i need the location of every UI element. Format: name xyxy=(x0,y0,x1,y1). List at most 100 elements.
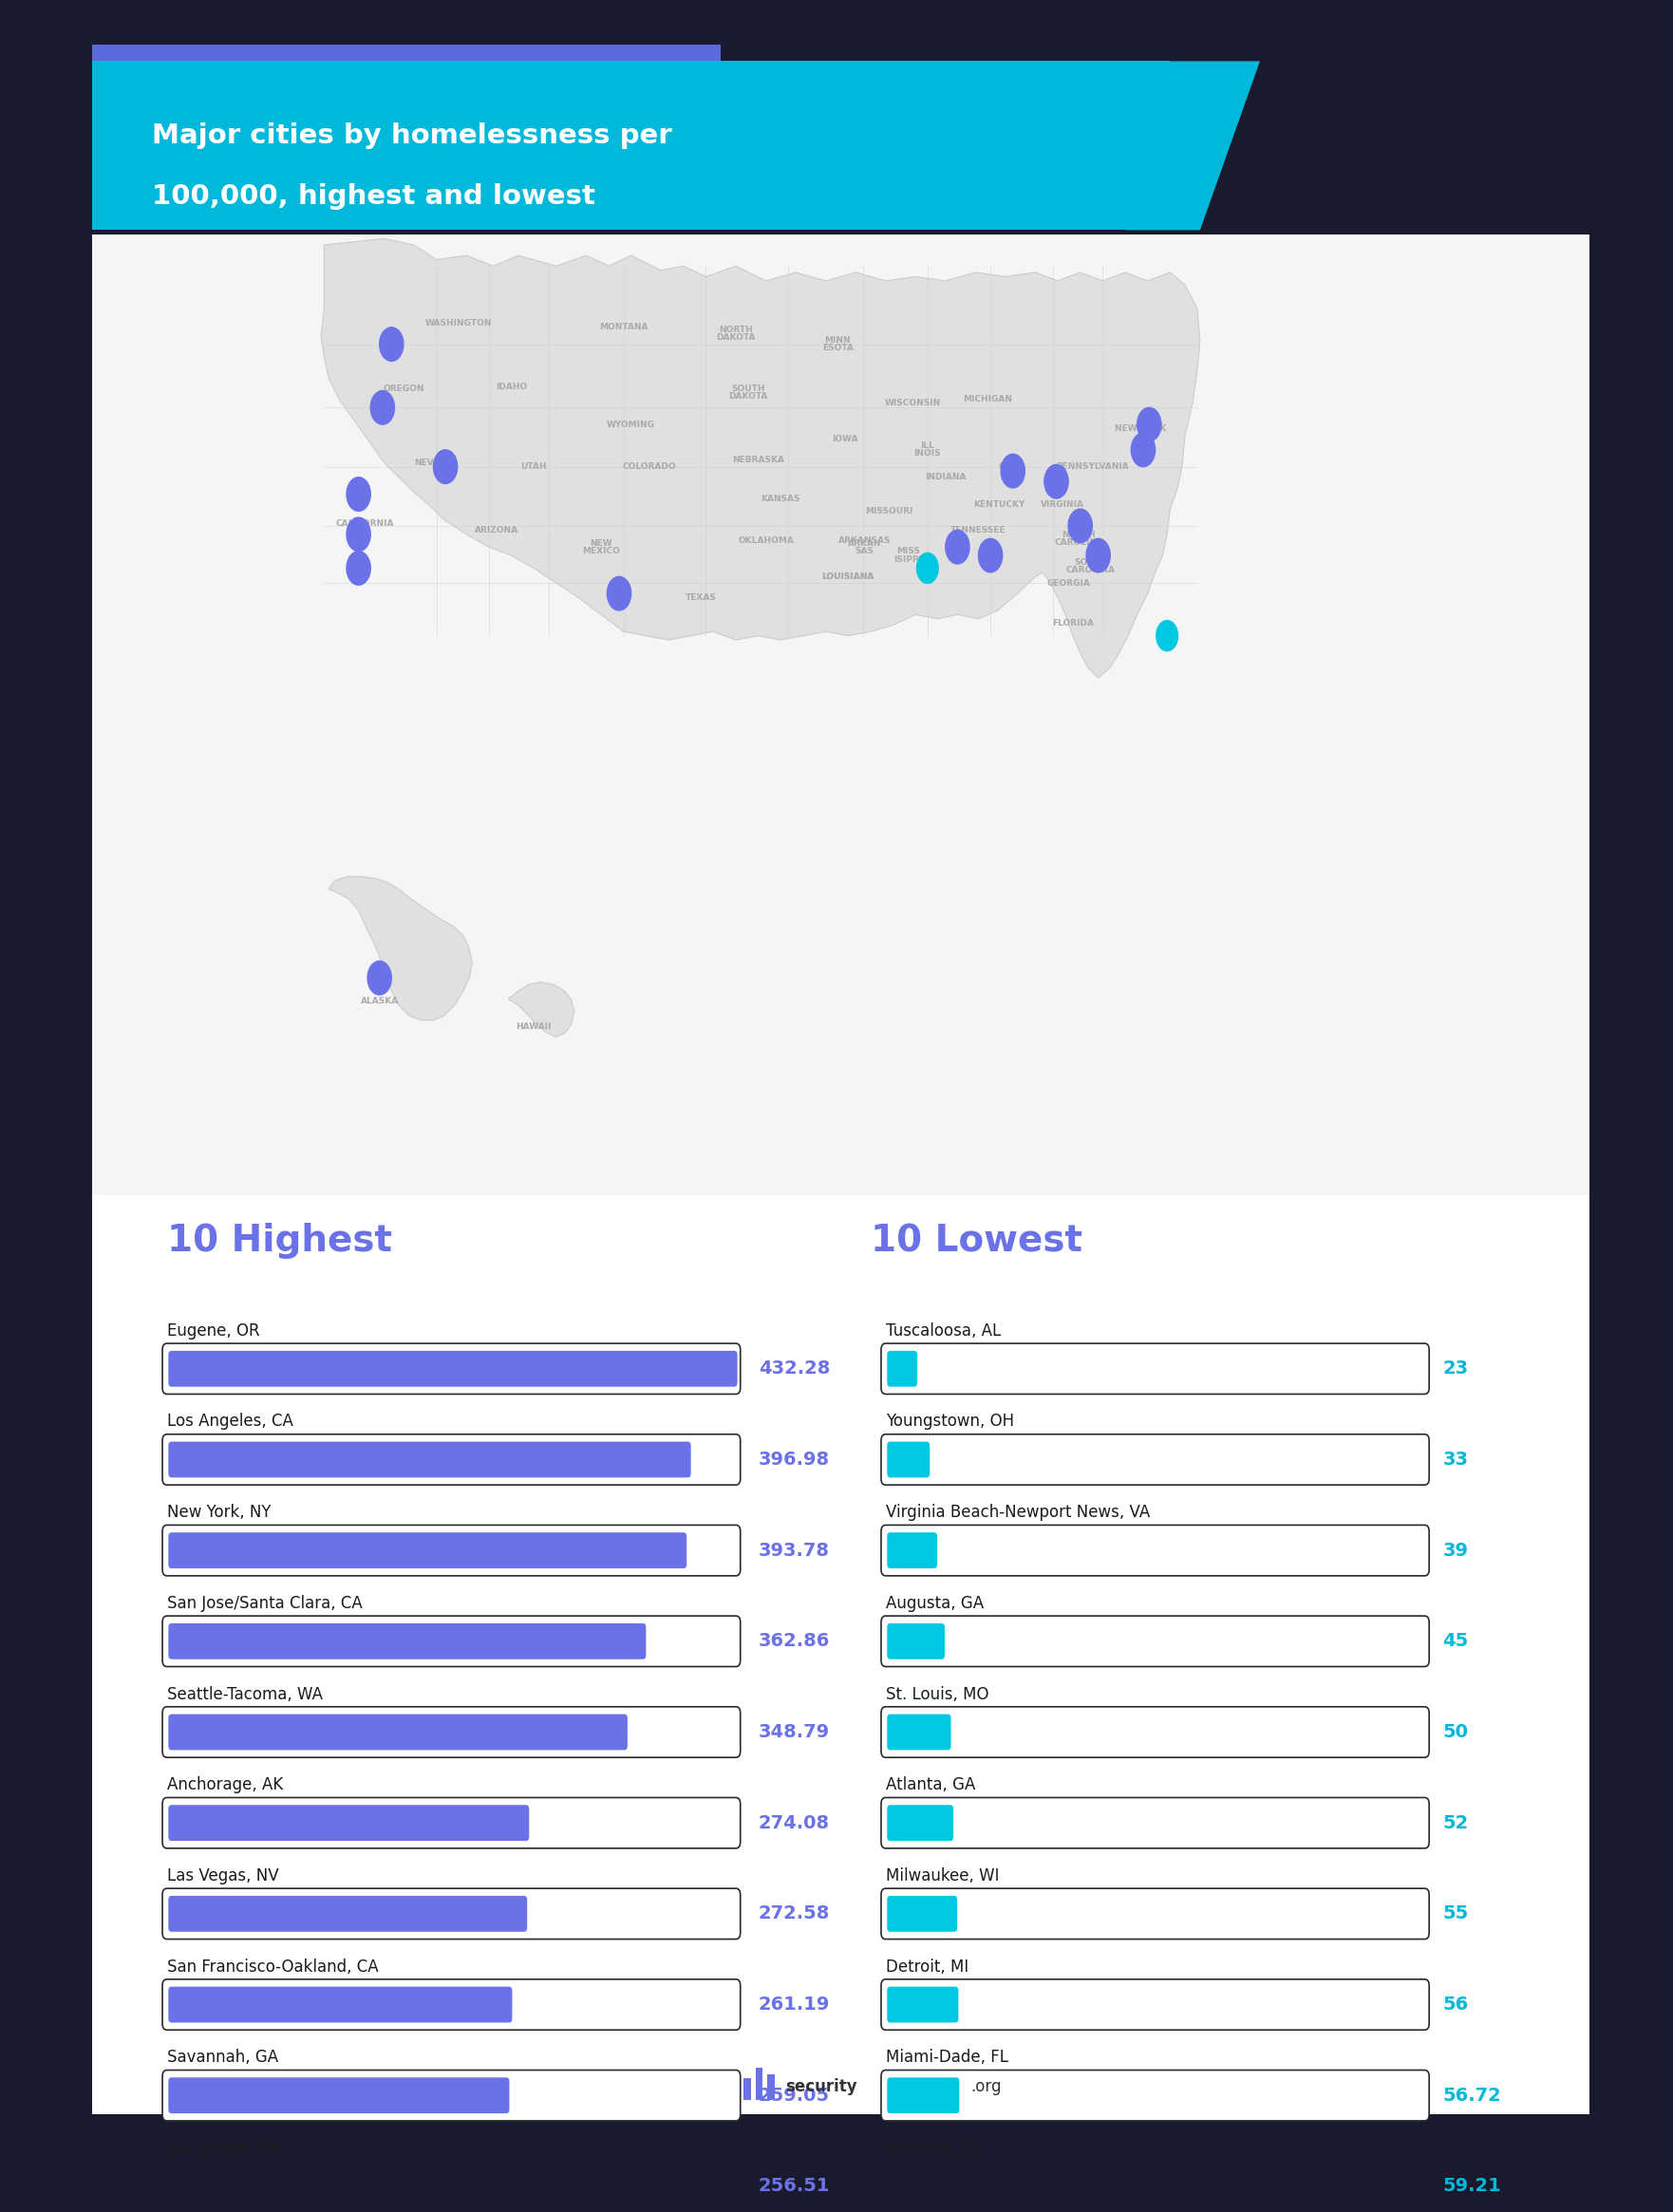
Text: San Jose/Santa Clara, CA: San Jose/Santa Clara, CA xyxy=(167,1595,363,1613)
Polygon shape xyxy=(509,982,574,1037)
Text: 56.72: 56.72 xyxy=(1442,2086,1501,2104)
Text: MICHIGAN: MICHIGAN xyxy=(962,396,1012,403)
Text: 52: 52 xyxy=(1442,1814,1469,1832)
FancyBboxPatch shape xyxy=(169,1533,686,1568)
Text: OKLAHOMA: OKLAHOMA xyxy=(738,535,793,544)
FancyBboxPatch shape xyxy=(887,1624,945,1659)
Text: LOUISIANA: LOUISIANA xyxy=(821,573,875,582)
Text: St. Louis, MO: St. Louis, MO xyxy=(885,1686,989,1703)
Text: Anchorage, AK: Anchorage, AK xyxy=(167,1776,283,1794)
Text: Miami-Dade, FL: Miami-Dade, FL xyxy=(885,2048,1009,2066)
FancyBboxPatch shape xyxy=(887,1352,917,1387)
Text: OREGON: OREGON xyxy=(383,385,425,394)
Text: TENNESSEE: TENNESSEE xyxy=(950,526,1005,535)
FancyBboxPatch shape xyxy=(882,1433,1429,1484)
Text: ARIZONA: ARIZONA xyxy=(475,526,519,535)
Text: COLORADO: COLORADO xyxy=(622,462,676,471)
Text: Atlanta, GA: Atlanta, GA xyxy=(885,1776,975,1794)
Text: UTAH: UTAH xyxy=(520,462,547,471)
FancyBboxPatch shape xyxy=(169,1442,691,1478)
Text: MISSOURI: MISSOURI xyxy=(865,507,912,515)
Bar xyxy=(92,62,1169,230)
FancyBboxPatch shape xyxy=(882,1889,1429,1940)
Text: 396.98: 396.98 xyxy=(758,1451,830,1469)
FancyBboxPatch shape xyxy=(882,1524,1429,1575)
Circle shape xyxy=(1131,434,1154,467)
Text: 50: 50 xyxy=(1442,1723,1469,1741)
Text: ILL
INOIS: ILL INOIS xyxy=(913,442,942,458)
Circle shape xyxy=(1044,465,1069,498)
Text: Los Angeles, CA: Los Angeles, CA xyxy=(167,1413,293,1431)
Text: KANSAS: KANSAS xyxy=(761,493,801,502)
Circle shape xyxy=(917,553,939,584)
FancyBboxPatch shape xyxy=(169,1624,646,1659)
Text: security: security xyxy=(785,2079,857,2095)
Text: San Francisco-Oakland, CA: San Francisco-Oakland, CA xyxy=(167,1958,378,1975)
Text: Augusta, GA: Augusta, GA xyxy=(885,1595,984,1613)
FancyBboxPatch shape xyxy=(162,1343,741,1394)
FancyBboxPatch shape xyxy=(169,1352,738,1387)
FancyBboxPatch shape xyxy=(887,2168,962,2203)
Text: New York, NY: New York, NY xyxy=(167,1504,271,1522)
FancyBboxPatch shape xyxy=(162,1617,741,1666)
Text: 261.19: 261.19 xyxy=(758,1995,830,2013)
Circle shape xyxy=(1138,407,1161,442)
Text: NORTH
CAROLINA: NORTH CAROLINA xyxy=(1054,531,1104,546)
FancyBboxPatch shape xyxy=(162,1708,741,1759)
Text: INDIANA: INDIANA xyxy=(925,473,965,482)
Text: NEBRASKA: NEBRASKA xyxy=(733,456,785,465)
Bar xyxy=(92,1194,1589,2115)
Text: ARKANSAS: ARKANSAS xyxy=(838,535,892,544)
Text: Major cities by homelessness per: Major cities by homelessness per xyxy=(152,122,673,148)
Text: GEORGIA: GEORGIA xyxy=(1047,580,1091,586)
Polygon shape xyxy=(321,239,1200,677)
FancyBboxPatch shape xyxy=(887,1805,954,1840)
Text: LOUISIANA: LOUISIANA xyxy=(821,573,875,582)
Circle shape xyxy=(346,478,370,511)
Bar xyxy=(755,2068,763,2099)
Text: 432.28: 432.28 xyxy=(758,1360,830,1378)
FancyBboxPatch shape xyxy=(169,1714,627,1750)
Circle shape xyxy=(1156,622,1178,650)
Circle shape xyxy=(945,531,969,564)
Text: 100,000, highest and lowest: 100,000, highest and lowest xyxy=(152,184,596,210)
FancyBboxPatch shape xyxy=(162,1980,741,2031)
FancyBboxPatch shape xyxy=(169,2077,509,2112)
Circle shape xyxy=(368,960,391,995)
Text: SOUTH
CAROLINA: SOUTH CAROLINA xyxy=(1066,557,1116,575)
Text: ALASKA: ALASKA xyxy=(360,998,398,1006)
Text: Eugene, OR: Eugene, OR xyxy=(167,1323,259,1340)
Polygon shape xyxy=(1126,62,1260,230)
FancyBboxPatch shape xyxy=(882,1708,1429,1759)
Text: NORTH
DAKOTA: NORTH DAKOTA xyxy=(716,325,756,343)
Text: NEVADA: NEVADA xyxy=(413,458,453,467)
Polygon shape xyxy=(328,876,472,1020)
FancyBboxPatch shape xyxy=(882,1617,1429,1666)
Text: ARKAN
SAS: ARKAN SAS xyxy=(848,540,882,555)
Circle shape xyxy=(380,327,403,361)
Text: MISS
ISIPPI: MISS ISIPPI xyxy=(893,546,922,564)
FancyBboxPatch shape xyxy=(169,1986,512,2022)
Circle shape xyxy=(433,449,457,484)
Text: Tuscaloosa, AL: Tuscaloosa, AL xyxy=(885,1323,1000,1340)
Circle shape xyxy=(370,392,395,425)
Text: FLORIDA: FLORIDA xyxy=(1052,619,1094,628)
Circle shape xyxy=(346,518,370,551)
Text: 348.79: 348.79 xyxy=(758,1723,830,1741)
FancyBboxPatch shape xyxy=(162,1889,741,1940)
Text: 56: 56 xyxy=(1442,1995,1469,2013)
Text: San Diego, CA: San Diego, CA xyxy=(167,2139,279,2157)
Text: MONTANA: MONTANA xyxy=(599,323,647,332)
FancyBboxPatch shape xyxy=(162,1798,741,1849)
Bar xyxy=(92,234,1589,1194)
Text: IDAHO: IDAHO xyxy=(495,383,527,392)
Text: Milwaukee, WI: Milwaukee, WI xyxy=(885,1867,999,1885)
Text: HAWAII: HAWAII xyxy=(515,1022,552,1031)
FancyBboxPatch shape xyxy=(887,1533,937,1568)
Text: 45: 45 xyxy=(1442,1632,1469,1650)
Text: 259.05: 259.05 xyxy=(758,2086,830,2104)
Text: .org: .org xyxy=(970,2079,1002,2095)
Text: IOWA: IOWA xyxy=(831,436,858,445)
Text: 362.86: 362.86 xyxy=(758,1632,830,1650)
Circle shape xyxy=(1086,538,1111,573)
